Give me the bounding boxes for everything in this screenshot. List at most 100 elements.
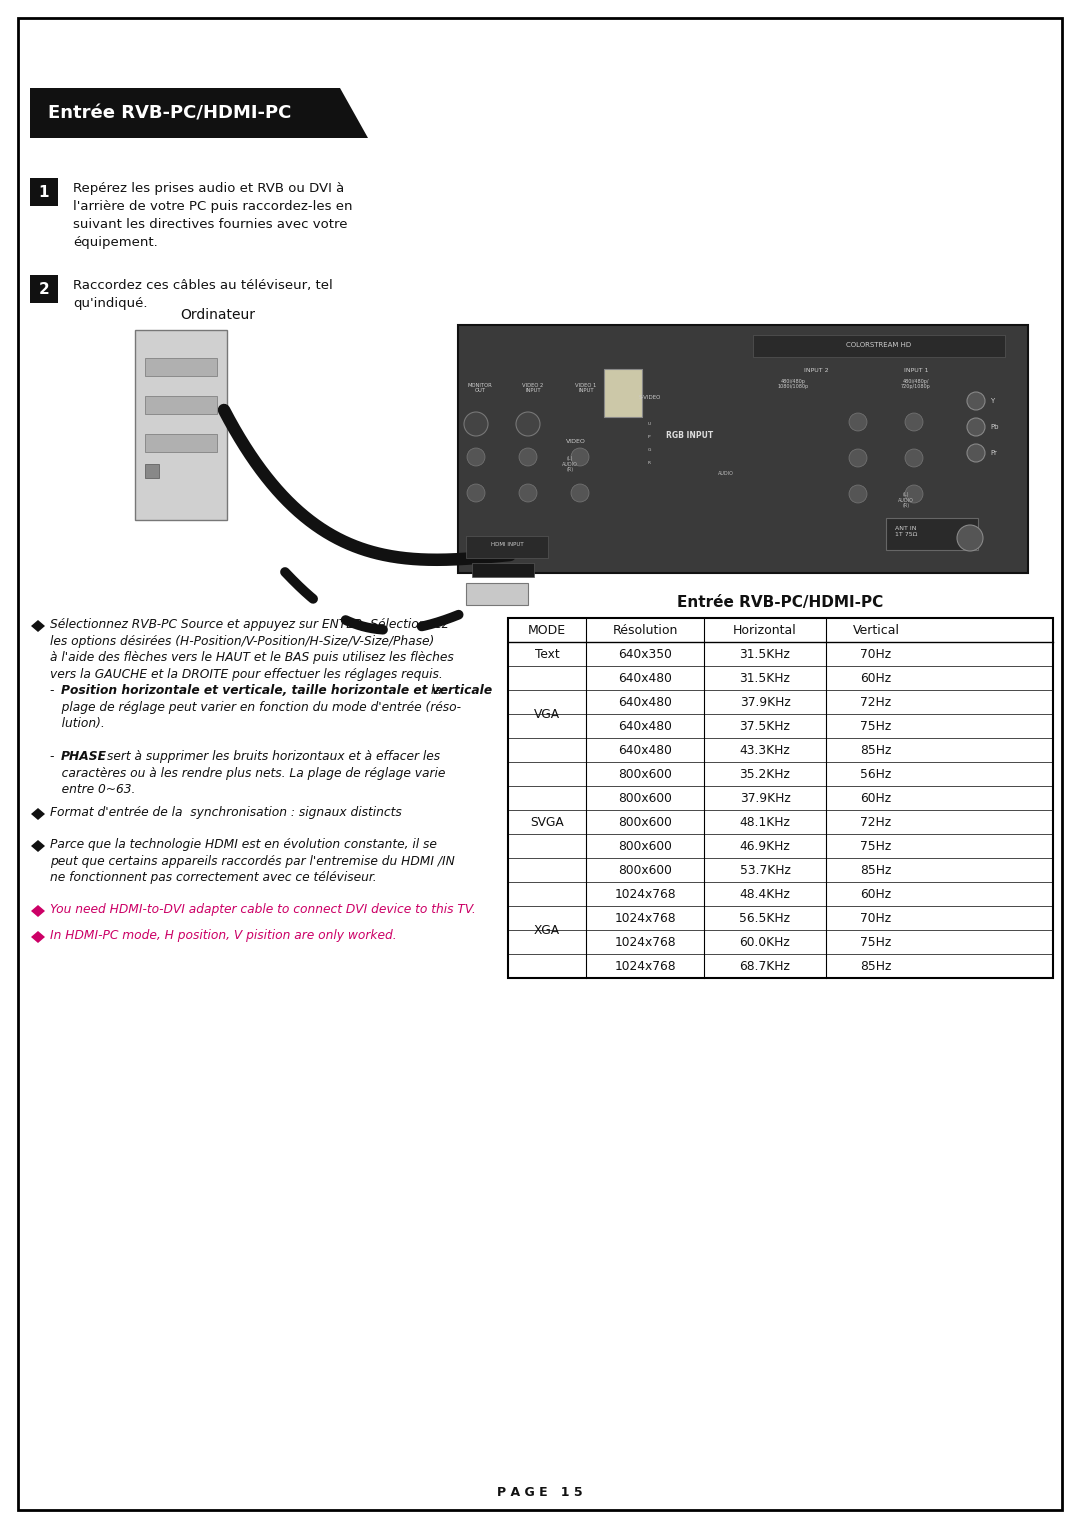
Text: 37.9KHz: 37.9KHz	[740, 695, 791, 709]
Text: ne fonctionnent pas correctement avec ce téléviseur.: ne fonctionnent pas correctement avec ce…	[50, 871, 377, 885]
Circle shape	[967, 393, 985, 410]
Text: 640x480: 640x480	[618, 744, 672, 756]
Text: Sélectionnez RVB-PC Source et appuyez sur ENTER. Sélectionnez: Sélectionnez RVB-PC Source et appuyez su…	[50, 617, 448, 631]
Text: 800x600: 800x600	[618, 767, 672, 781]
Text: 800x600: 800x600	[618, 839, 672, 853]
Bar	[145, 465, 159, 478]
Text: U: U	[647, 422, 650, 426]
Circle shape	[571, 484, 589, 503]
Text: 1024x768: 1024x768	[615, 888, 676, 900]
Text: Repérez les prises audio et RVB ou DVI à
l'arrière de votre PC puis raccordez-le: Repérez les prises audio et RVB ou DVI à…	[73, 182, 352, 249]
Circle shape	[467, 484, 485, 503]
Text: 75Hz: 75Hz	[861, 839, 892, 853]
Text: INPUT 1: INPUT 1	[904, 368, 928, 373]
Text: (L)
AUDIO
(R): (L) AUDIO (R)	[562, 457, 578, 472]
Text: vers la GAUCHE et la DROITE pour effectuer les réglages requis.: vers la GAUCHE et la DROITE pour effectu…	[50, 668, 443, 680]
Bar	[472, 562, 534, 578]
Polygon shape	[31, 620, 45, 633]
Bar	[886, 518, 978, 550]
Text: HDMI INPUT: HDMI INPUT	[490, 542, 524, 547]
Bar	[30, 275, 58, 303]
Circle shape	[464, 413, 488, 435]
Text: VGA: VGA	[534, 707, 561, 721]
Circle shape	[571, 448, 589, 466]
Text: les options désirées (H-Position/V-Position/H-Size/V-Size/Phase): les options désirées (H-Position/V-Posit…	[50, 634, 434, 648]
Text: 480i/480p/
720p/1080p: 480i/480p/ 720p/1080p	[901, 379, 931, 390]
Bar	[753, 335, 1005, 358]
Text: 640x480: 640x480	[618, 671, 672, 685]
Text: à l'aide des flèches vers le HAUT et le BAS puis utilisez les flèches: à l'aide des flèches vers le HAUT et le …	[50, 651, 454, 665]
Text: 37.9KHz: 37.9KHz	[740, 792, 791, 805]
Text: 85Hz: 85Hz	[861, 863, 892, 877]
Text: COLORSTREAM HD: COLORSTREAM HD	[847, 342, 912, 348]
Text: 53.7KHz: 53.7KHz	[740, 863, 791, 877]
Text: S-VIDEO: S-VIDEO	[638, 396, 661, 400]
Text: Raccordez ces câbles au téléviseur, tel
qu'indiqué.: Raccordez ces câbles au téléviseur, tel …	[73, 280, 333, 310]
Text: 1: 1	[39, 185, 50, 200]
Text: 60Hz: 60Hz	[861, 888, 892, 900]
Circle shape	[905, 449, 923, 468]
Polygon shape	[31, 905, 45, 917]
Circle shape	[967, 445, 985, 461]
Text: 800x600: 800x600	[618, 792, 672, 805]
Text: Position horizontale et verticale, taille horizontale et verticale: Position horizontale et verticale, taill…	[60, 685, 492, 697]
Text: 56Hz: 56Hz	[861, 767, 892, 781]
Text: AUDIO: AUDIO	[718, 471, 734, 477]
Text: 640x480: 640x480	[618, 695, 672, 709]
Text: VIDEO 1
INPUT: VIDEO 1 INPUT	[576, 384, 596, 393]
Text: 68.7KHz: 68.7KHz	[740, 960, 791, 972]
Text: 75Hz: 75Hz	[861, 720, 892, 732]
Text: PHASE: PHASE	[60, 750, 107, 762]
Text: MODE: MODE	[528, 623, 566, 637]
Circle shape	[849, 413, 867, 431]
Bar	[465, 584, 528, 605]
Text: 43.3KHz: 43.3KHz	[740, 744, 791, 756]
Circle shape	[519, 448, 537, 466]
Text: 800x600: 800x600	[618, 863, 672, 877]
Text: 640x350: 640x350	[618, 648, 672, 660]
Text: 70Hz: 70Hz	[861, 912, 892, 924]
Text: 85Hz: 85Hz	[861, 744, 892, 756]
Text: Ordinateur: Ordinateur	[180, 309, 256, 322]
Text: 1024x768: 1024x768	[615, 935, 676, 949]
Bar	[604, 368, 642, 417]
Text: 37.5KHz: 37.5KHz	[740, 720, 791, 732]
Text: VIDEO: VIDEO	[566, 439, 586, 445]
Text: Entrée RVB-PC/HDMI-PC: Entrée RVB-PC/HDMI-PC	[48, 104, 292, 122]
Text: 60Hz: 60Hz	[861, 671, 892, 685]
Text: 72Hz: 72Hz	[861, 695, 892, 709]
Text: 48.1KHz: 48.1KHz	[740, 816, 791, 828]
Text: 85Hz: 85Hz	[861, 960, 892, 972]
Text: 70Hz: 70Hz	[861, 648, 892, 660]
Polygon shape	[31, 808, 45, 821]
Text: 46.9KHz: 46.9KHz	[740, 839, 791, 853]
Text: Text: Text	[535, 648, 559, 660]
Text: 640x480: 640x480	[618, 720, 672, 732]
Text: 31.5KHz: 31.5KHz	[740, 648, 791, 660]
Text: lution).: lution).	[50, 717, 105, 730]
Text: peut que certains appareils raccordés par l'entremise du HDMI /IN: peut que certains appareils raccordés pa…	[50, 854, 455, 868]
Circle shape	[957, 526, 983, 552]
Text: Format d'entrée de la  synchronisation : signaux distincts: Format d'entrée de la synchronisation : …	[50, 805, 402, 819]
Polygon shape	[31, 931, 45, 943]
Circle shape	[849, 449, 867, 468]
Text: -: -	[50, 685, 58, 697]
Text: Horizontal: Horizontal	[733, 623, 797, 637]
Circle shape	[519, 484, 537, 503]
Text: Parce que la technologie HDMI est en évolution constante, il se: Parce que la technologie HDMI est en évo…	[50, 837, 437, 851]
Text: 480i/480p
1080i/1080p: 480i/480p 1080i/1080p	[778, 379, 809, 390]
Text: Vertical: Vertical	[852, 623, 900, 637]
Text: You need HDMI-to-DVI adapter cable to connect DVI device to this TV.: You need HDMI-to-DVI adapter cable to co…	[50, 903, 476, 915]
Text: plage de réglage peut varier en fonction du mode d'entrée (réso-: plage de réglage peut varier en fonction…	[50, 700, 461, 714]
Bar	[458, 325, 1028, 573]
Text: : la: : la	[419, 685, 442, 697]
Bar	[508, 617, 1053, 978]
Text: R: R	[648, 461, 650, 465]
Text: P: P	[648, 435, 650, 439]
Text: VIDEO 2
INPUT: VIDEO 2 INPUT	[523, 384, 543, 393]
Text: MONITOR
OUT: MONITOR OUT	[468, 384, 492, 393]
Circle shape	[467, 448, 485, 466]
Text: In HDMI-PC mode, H position, V pisition are only worked.: In HDMI-PC mode, H position, V pisition …	[50, 929, 396, 941]
Circle shape	[849, 484, 867, 503]
Circle shape	[516, 413, 540, 435]
